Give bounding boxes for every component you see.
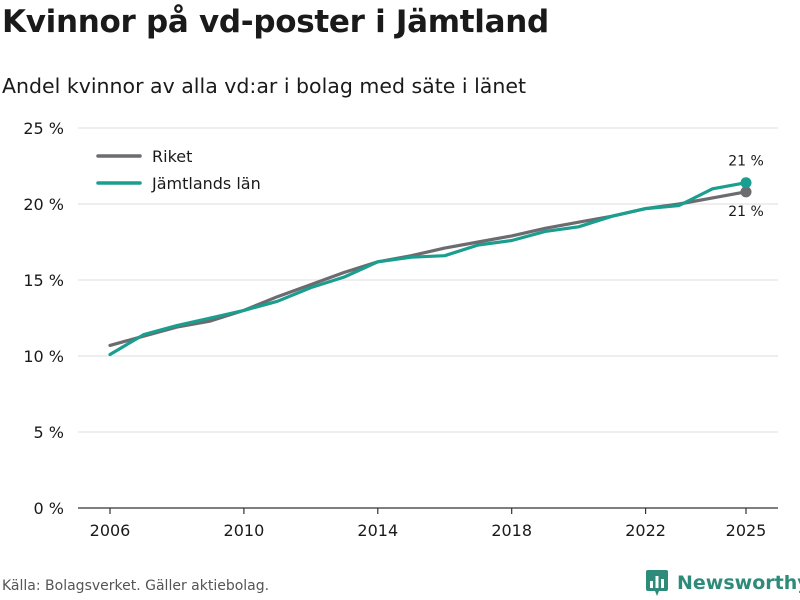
- series-lines: [108, 177, 752, 357]
- end-label-jamtland: 21 %: [728, 154, 764, 170]
- end-labels: 21 % 21 %: [728, 154, 764, 220]
- legend: Riket Jämtlands län: [96, 147, 261, 193]
- source-note: Källa: Bolagsverket. Gäller aktiebolag.: [2, 578, 270, 594]
- x-tick-label: 2025: [726, 521, 767, 540]
- y-tick-label: 0 %: [34, 499, 64, 518]
- series-line-jamtland: [108, 181, 748, 357]
- brand-name: Newsworthy: [677, 572, 800, 594]
- line-chart: 0 % 5 % 10 % 15 % 20 % 25 % 2006 2010 2014 2018 20…: [23, 119, 778, 540]
- x-tick-label: 2014: [357, 521, 398, 540]
- x-tick-label: 2018: [491, 521, 532, 540]
- axes: 0 % 5 % 10 % 15 % 20 % 25 % 2006 2010 2014 2018 20…: [23, 119, 778, 540]
- end-point-jamtland: [740, 177, 752, 189]
- x-tick-label: 2010: [224, 521, 265, 540]
- end-point-riket: [740, 186, 752, 198]
- end-label-riket: 21 %: [728, 204, 764, 220]
- brand-logo: Newsworthy: [645, 570, 800, 596]
- series-line-riket: [108, 190, 748, 347]
- x-tick-label: 2022: [625, 521, 666, 540]
- y-tick-label: 25 %: [23, 119, 64, 138]
- legend-label-jamtland: Jämtlands län: [151, 174, 261, 193]
- gridlines: [78, 127, 778, 433]
- y-tick-label: 5 %: [34, 423, 64, 442]
- chart-subtitle: Andel kvinnor av alla vd:ar i bolag med …: [2, 74, 527, 98]
- bar-chart-logo-icon: [646, 570, 668, 596]
- y-tick-label: 15 %: [23, 271, 64, 290]
- y-tick-label: 10 %: [23, 347, 64, 366]
- y-tick-label: 20 %: [23, 195, 64, 214]
- chart-title: Kvinnor på vd-poster i Jämtland: [2, 4, 549, 40]
- x-tick-label: 2006: [90, 521, 131, 540]
- legend-label-riket: Riket: [152, 147, 192, 166]
